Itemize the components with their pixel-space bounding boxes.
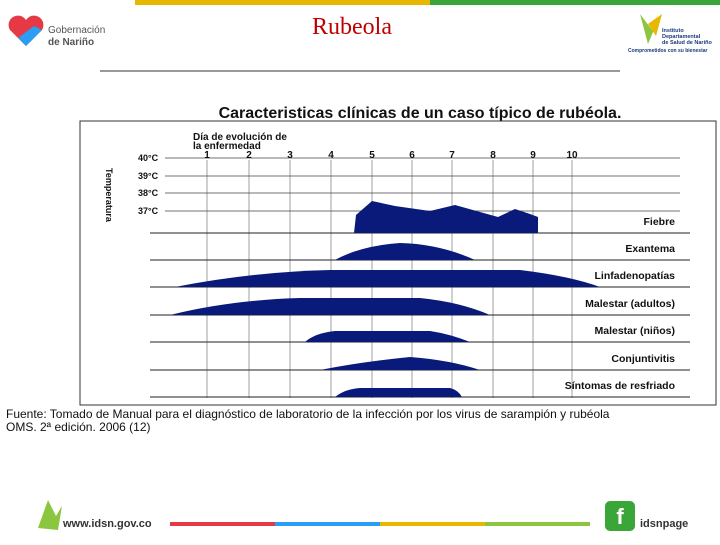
temperature-label: 40°C (138, 153, 159, 163)
profile (354, 201, 538, 233)
profile (175, 270, 600, 287)
profile (335, 243, 475, 260)
temperature-label: 37°C (138, 206, 159, 216)
slide-title: Rubeola (312, 14, 392, 40)
profile (320, 357, 480, 370)
day-label: 5 (369, 150, 375, 161)
day-label: 7 (449, 150, 455, 161)
day-label: 9 (530, 150, 536, 161)
row-label: Linfadenopatías (594, 270, 675, 282)
logo-left: Gobernación de Nariño (8, 15, 105, 48)
logo-tagline: Comprometidos con su bienestar (628, 48, 708, 54)
logo-text: Departamental (662, 34, 701, 40)
row-label: Malestar (niños) (594, 325, 675, 337)
logo-text: de Nariño (48, 37, 94, 48)
labels: 1 2 3 4 5 6 7 8 9 10 40°C 39°C 38°C 37°C Fiebre Exantem… (138, 150, 675, 392)
logo-right: Instituto Departamental de Salud de Nari… (628, 14, 712, 54)
figure-title: Caracteristicas clínicas de un caso típi… (219, 105, 622, 122)
day-label: 2 (246, 150, 252, 161)
row-label: Conjuntivitis (611, 353, 675, 365)
logo-text: de Salud de Nariño (662, 40, 712, 46)
source-text: OMS. 2ª edición. 2006 (12) (6, 420, 151, 434)
day-label: 10 (566, 150, 578, 161)
row-label: Fiebre (643, 216, 675, 228)
profile (305, 331, 470, 342)
logo-text: Instituto (662, 28, 684, 34)
axis-label: Día de evolución de (193, 132, 287, 143)
row-label: Síntomas de resfriado (565, 380, 675, 392)
profile (170, 298, 490, 315)
day-label: 8 (490, 150, 496, 161)
axis-label: la enfermedad (193, 141, 261, 152)
top-bar (430, 0, 720, 5)
day-label: 3 (287, 150, 293, 161)
temperature-label: 38°C (138, 188, 159, 198)
logo-text: Gobernación (48, 25, 105, 36)
row-label: Exantema (625, 243, 675, 255)
svg-text:f: f (616, 504, 624, 529)
row-label: Malestar (adultos) (585, 298, 675, 310)
symptom-profiles (170, 201, 600, 397)
footer: www.idsn.gov.co f idsnpage (38, 500, 688, 531)
top-bar (135, 0, 430, 5)
source-text: Fuente: Tomado de Manual para el diagnós… (6, 407, 610, 421)
day-label: 1 (204, 150, 210, 161)
axis-label: Temperatura (104, 168, 114, 223)
website: www.idsn.gov.co (62, 518, 152, 530)
profile (335, 388, 462, 397)
figure-frame (79, 120, 717, 406)
temperature-label: 39°C (138, 171, 159, 181)
social: idsnpage (640, 518, 688, 530)
day-label: 4 (328, 150, 334, 161)
day-label: 6 (409, 150, 415, 161)
